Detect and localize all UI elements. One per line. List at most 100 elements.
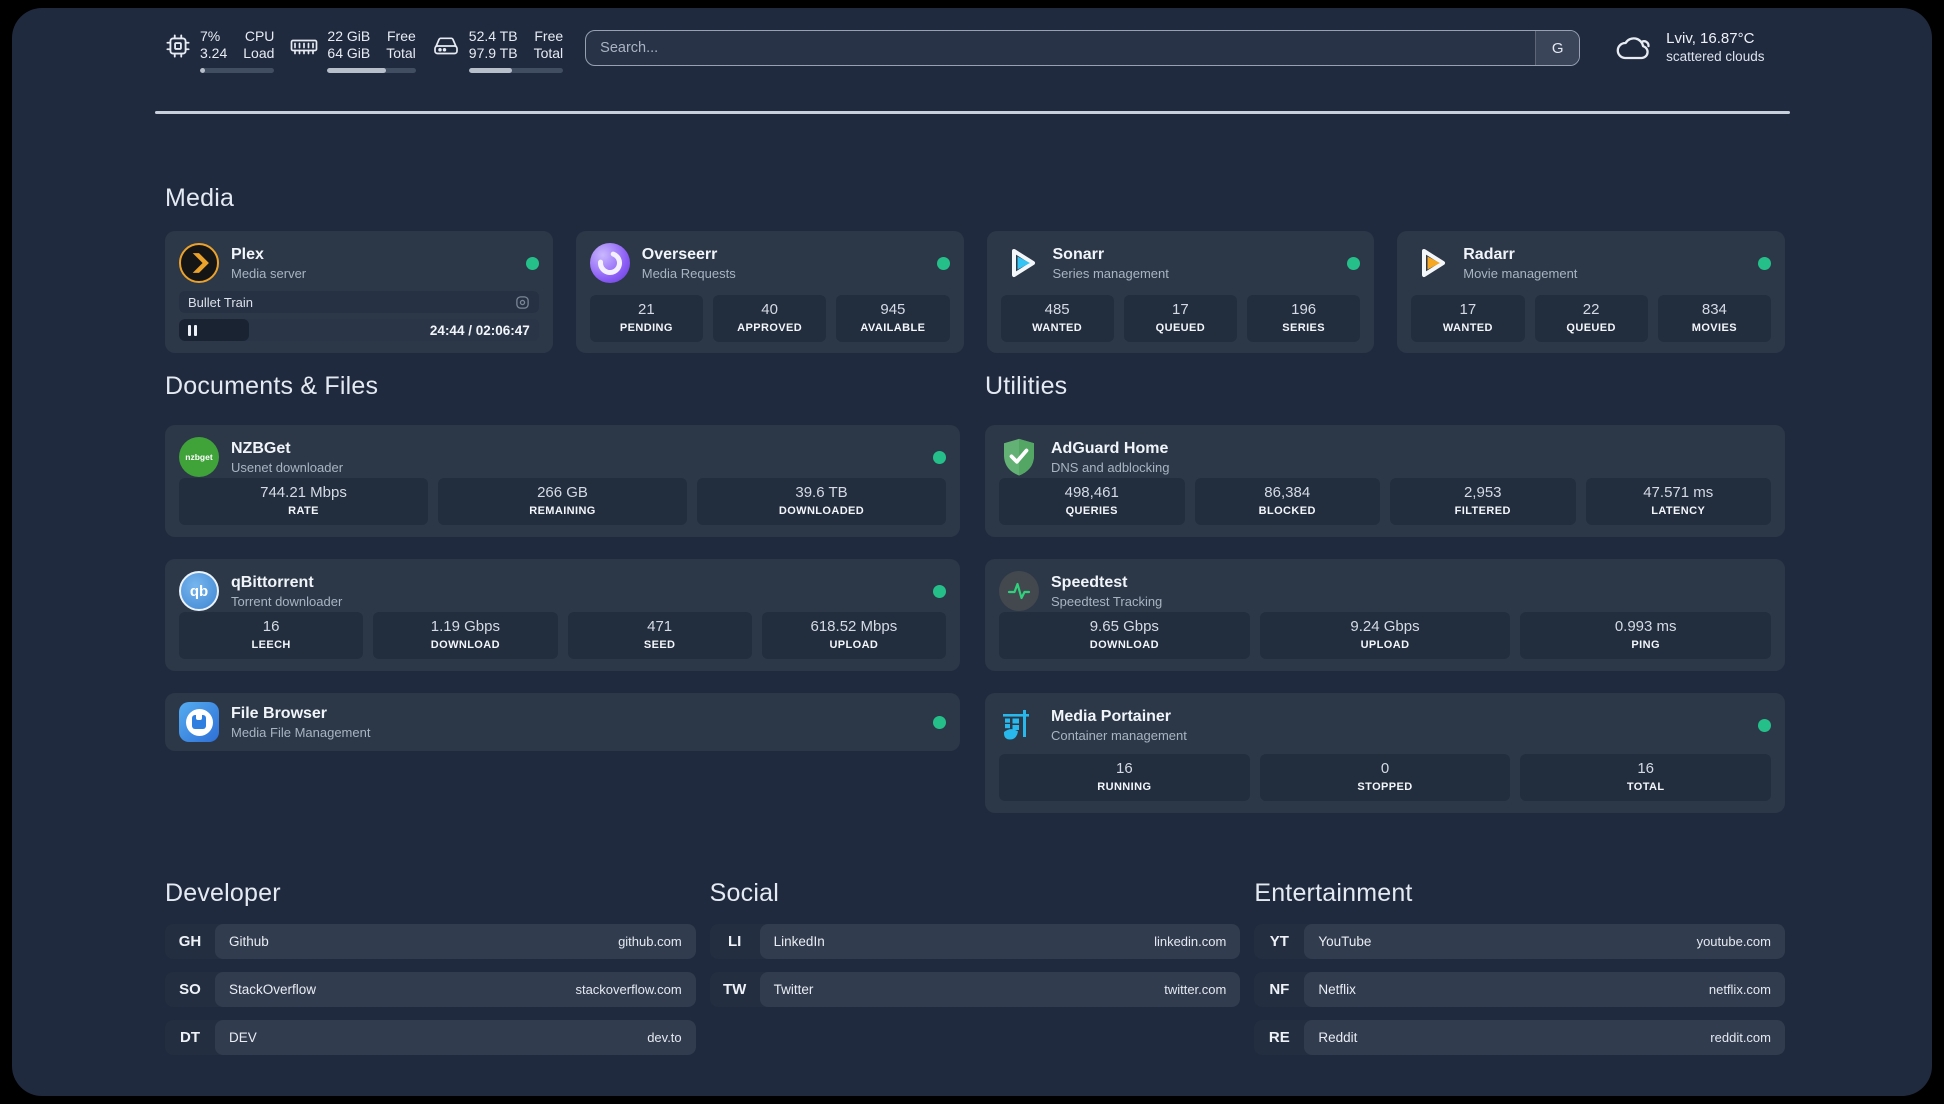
app-name: Media Portainer: [1051, 707, 1172, 725]
app-subtitle: Speedtest Tracking: [1051, 593, 1163, 609]
disk-drive-icon: [432, 28, 460, 59]
bookmark-youtube[interactable]: YT YouTube youtube.com: [1254, 924, 1785, 959]
stat-queries: 498,461 QUERIES: [999, 478, 1185, 525]
status-dot-online: [933, 450, 946, 464]
app-subtitle: DNS and adblocking: [1051, 459, 1170, 475]
overseerr-icon: [589, 243, 630, 283]
cpu-progress-bar: [200, 68, 275, 73]
qbittorrent-app-link[interactable]: qb qBittorrent Torrent downloader: [179, 571, 946, 611]
status-dot-online: [933, 715, 946, 729]
bookmark-github[interactable]: GH Github github.com: [165, 924, 696, 959]
stat-wanted: 485 WANTED: [1000, 295, 1114, 342]
dashboard-panel: [12, 8, 1932, 1096]
radarr-icon: [1411, 243, 1451, 283]
bookmark-dev[interactable]: DT DEV dev.to: [165, 1020, 696, 1055]
ram-progress-bar: [327, 68, 416, 73]
topbar-divider: [155, 111, 1790, 114]
bookmark-stackoverflow[interactable]: SO StackOverflow stackoverflow.com: [165, 972, 696, 1007]
stat-blocked: 86,384 BLOCKED: [1194, 478, 1380, 525]
stat-pending: 21 PENDING: [589, 295, 703, 342]
nzbget-card: nzbget NZBGet Usenet downloader 744.21 M…: [165, 425, 960, 537]
ram-total-label: Total: [386, 45, 416, 61]
portainer-app-link[interactable]: Media Portainer Container management: [999, 705, 1771, 745]
pause-icon[interactable]: [188, 324, 197, 336]
stat-total: 16 TOTAL: [1520, 754, 1772, 801]
ram-total-value: 64 GiB: [327, 45, 371, 61]
app-subtitle: Movie management: [1463, 265, 1578, 281]
stat-rate: 744.21 Mbps RATE: [179, 478, 428, 525]
app-name: qBittorrent: [231, 573, 314, 591]
adguard-app-link[interactable]: AdGuard Home DNS and adblocking: [999, 437, 1771, 477]
stat-downloaded: 39.6 TB DOWNLOADED: [697, 478, 946, 525]
now-playing-row: Bullet Train: [179, 291, 539, 313]
overseerr-card: Overseerr Media Requests 21 PENDING 40 A…: [575, 231, 964, 353]
cloud-icon: [1614, 32, 1654, 64]
sonarr-app-link[interactable]: Sonarr Series management: [1001, 243, 1361, 283]
plex-icon: [179, 243, 219, 283]
speedtest-card: Speedtest Speedtest Tracking 9.65 Gbps D…: [985, 559, 1785, 671]
qbittorrent-card: qb qBittorrent Torrent downloader 16 LEE…: [165, 559, 960, 671]
utilities-section: Utilities AdGuard Home DNS and adblockin…: [985, 371, 1785, 835]
nzbget-icon: nzbget: [179, 437, 219, 477]
social-section: Social LI LinkedIn linkedin.com TW Twitt…: [709, 878, 1241, 1068]
weather-location-temp: Lviv, 16.87°C: [1666, 30, 1755, 47]
weather-widget: Lviv, 16.87°C scattered clouds: [1614, 29, 1764, 66]
speedtest-app-link[interactable]: Speedtest Speedtest Tracking: [999, 571, 1771, 611]
stat-latency: 47.571 ms LATENCY: [1585, 478, 1771, 525]
search-engine-button[interactable]: G: [1535, 31, 1580, 65]
bookmark-reddit[interactable]: RE Reddit reddit.com: [1254, 1020, 1785, 1055]
cpu-widget: 7% 3.24 CPU Load: [165, 28, 275, 73]
ram-icon: [290, 28, 318, 59]
status-dot-online: [525, 256, 539, 270]
cpu-load-value: 3.24: [200, 45, 228, 61]
app-name: Plex: [231, 245, 264, 263]
cpu-load-label: Load: [243, 45, 275, 61]
sonarr-card: Sonarr Series management 485 WANTED 17 Q…: [986, 231, 1375, 353]
stat-download: 1.19 Gbps DOWNLOAD: [373, 612, 558, 659]
stat-upload: 618.52 Mbps UPLOAD: [761, 612, 946, 659]
app-subtitle: Torrent downloader: [231, 593, 343, 609]
cpu-usage-value: 7%: [200, 28, 221, 44]
bookmark-twitter[interactable]: TW Twitter twitter.com: [709, 972, 1241, 1007]
radarr-card: Radarr Movie management 17 WANTED 22 QUE…: [1397, 231, 1785, 353]
stat-running: 16 RUNNING: [999, 754, 1250, 801]
app-name: Speedtest: [1051, 573, 1128, 591]
stat-queued: 22 QUEUED: [1534, 295, 1648, 342]
entertainment-section: Entertainment YT YouTube youtube.com NF …: [1254, 878, 1785, 1068]
plex-card: Plex Media server Bullet Train: [165, 231, 553, 353]
documents-section: Documents & Files nzbget NZBGet Usenet d…: [165, 371, 960, 773]
app-name: NZBGet: [231, 439, 291, 457]
stat-available: 945 AVAILABLE: [836, 295, 950, 342]
status-dot-online: [1758, 256, 1771, 270]
qbittorrent-icon: qb: [179, 571, 219, 611]
app-subtitle: Media File Management: [231, 724, 371, 740]
stat-approved: 40 APPROVED: [713, 295, 827, 342]
bookmarks-row: Developer GH Github github.com SO StackO…: [165, 878, 1785, 1068]
utilities-section-title: Utilities: [985, 372, 1068, 400]
app-name: File Browser: [231, 704, 328, 722]
search-input[interactable]: [586, 31, 1536, 65]
overseerr-app-link[interactable]: Overseerr Media Requests: [589, 243, 950, 283]
cpu-chip-icon: [165, 28, 191, 59]
bookmark-netflix[interactable]: NF Netflix netflix.com: [1254, 972, 1785, 1007]
stat-seed: 471 SEED: [567, 612, 752, 659]
nzbget-app-link[interactable]: nzbget NZBGet Usenet downloader: [179, 437, 946, 477]
adguard-shield-icon: [999, 437, 1039, 477]
filebrowser-icon: [179, 702, 219, 742]
stat-movies: 834 MOVIES: [1657, 295, 1771, 342]
developer-section: Developer GH Github github.com SO StackO…: [165, 878, 696, 1068]
app-subtitle: Container management: [1051, 727, 1187, 743]
disk-free-value: 52.4 TB: [468, 28, 518, 44]
playback-progress-row: 24:44 / 02:06:47: [179, 319, 539, 341]
portainer-card: Media Portainer Container management 16 …: [985, 693, 1785, 813]
app-subtitle: Media Requests: [641, 265, 736, 281]
plex-app-link[interactable]: Plex Media server: [179, 243, 539, 283]
entertainment-section-title: Entertainment: [1254, 879, 1413, 907]
portainer-crane-icon: [999, 705, 1039, 745]
stat-upload: 9.24 Gbps UPLOAD: [1259, 612, 1511, 659]
bookmark-linkedin[interactable]: LI LinkedIn linkedin.com: [709, 924, 1241, 959]
disk-total-value: 97.9 TB: [468, 45, 518, 61]
radarr-app-link[interactable]: Radarr Movie management: [1411, 243, 1771, 283]
filebrowser-app-link[interactable]: File Browser Media File Management: [179, 702, 946, 742]
